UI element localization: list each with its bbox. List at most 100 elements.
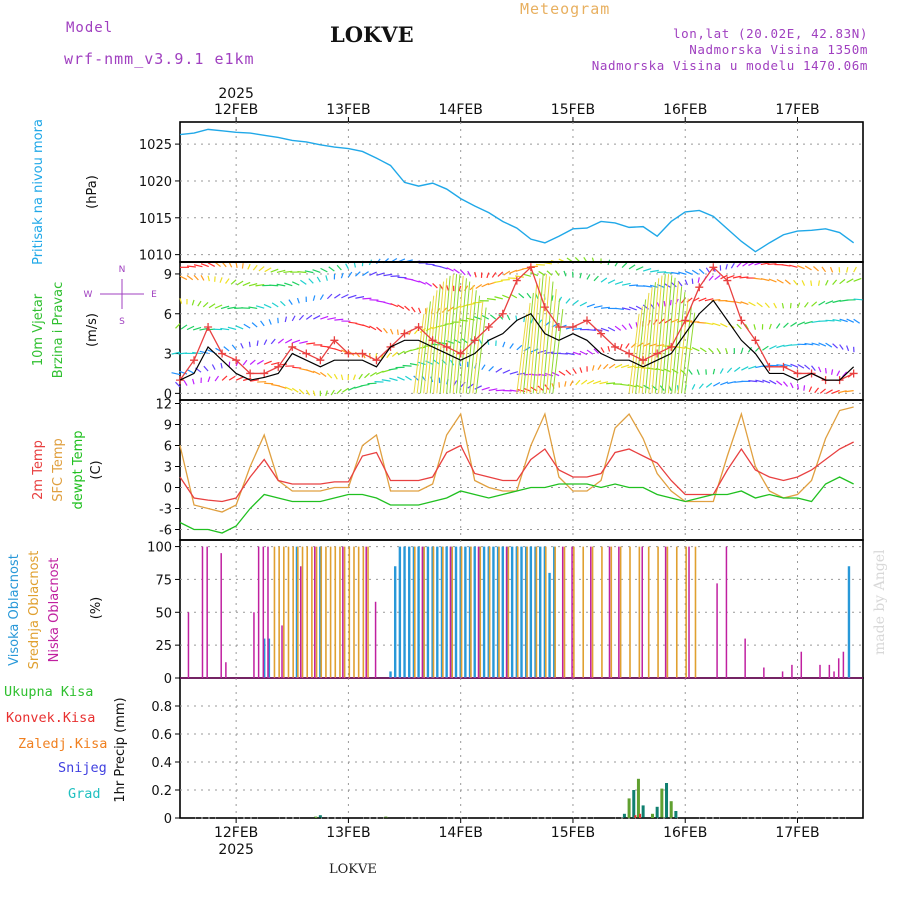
wind-arrow [516, 313, 528, 394]
wind-arrow [650, 269, 659, 273]
wind-arrow [661, 275, 673, 394]
wind-arrow [414, 328, 420, 335]
wind-arrow [649, 284, 659, 289]
wind-arrow [255, 305, 265, 309]
wind-arrow [769, 379, 777, 385]
wind-arrow [538, 270, 546, 276]
wind-arrow [712, 368, 716, 375]
wind-arrow [572, 327, 582, 331]
wind-arrow [704, 322, 714, 326]
y-tick-label: 0.8 [151, 700, 172, 715]
wind-arrow [345, 263, 349, 270]
wind-gust-marker [428, 336, 437, 345]
wind-arrow [664, 277, 676, 394]
wind-arrow [620, 383, 630, 387]
wind-arrow [714, 274, 721, 281]
wind-arrow [474, 385, 482, 390]
wind-arrow [756, 302, 763, 308]
wind-arrow [199, 350, 209, 354]
y-tick-label: 0 [164, 812, 172, 827]
wind-arrow [552, 309, 564, 394]
wind-arrow [445, 340, 454, 344]
wind-arrow [670, 281, 677, 288]
wind-arrow [658, 274, 670, 394]
wind-arrow [284, 338, 293, 344]
wind-gust-marker [456, 349, 465, 358]
wind-arrow [211, 364, 216, 370]
wind-arrow [607, 279, 616, 284]
wind-arrow [186, 369, 195, 374]
wind-arrow [200, 275, 205, 281]
wind-arrow [564, 381, 567, 387]
wind-arrow [580, 379, 588, 385]
lonlat-label: lon,lat (20.02E, 42.83N) [672, 26, 868, 41]
wind-arrow [509, 269, 518, 274]
wind-arrow [280, 300, 286, 307]
wind-arrow [853, 266, 857, 273]
wind-arrow [325, 390, 328, 397]
wind-arrow [481, 364, 486, 371]
wind-gust-marker [260, 369, 269, 378]
wind-arrow [526, 292, 532, 299]
wind-arrow [230, 279, 237, 285]
wind-arrow [268, 319, 272, 325]
wind-arrow [486, 272, 490, 279]
y-tick-label: 0.2 [151, 784, 172, 799]
wind-arrow [620, 364, 630, 369]
wind-arrow [397, 276, 407, 279]
dewpt-title: dewpt Temp [71, 430, 86, 509]
wind-arrow [227, 306, 237, 310]
wind-arrow [671, 286, 683, 394]
wind-arrow [416, 346, 426, 350]
wind-arrow [671, 271, 680, 275]
wind-gust-marker [204, 323, 213, 332]
precip-total-bar [622, 813, 626, 818]
wind-arrow [708, 275, 714, 281]
wind-arrow [376, 272, 385, 276]
pressure-title: Pritisak na nivou mora [31, 119, 46, 265]
wind-arrow [342, 387, 349, 393]
precip-total-bar [318, 815, 322, 818]
wind-arrow [396, 329, 399, 335]
wind-arrow [621, 307, 631, 311]
wind-arrow [292, 339, 301, 344]
wind-arrow [614, 281, 624, 285]
compass-north-label: N [119, 265, 126, 275]
wind-arrow [753, 324, 756, 330]
model-label: Model [66, 20, 114, 36]
wind-arrow [545, 289, 557, 394]
footer-station: LOKVE [329, 862, 377, 877]
wind-arrow [391, 351, 398, 357]
wind-arrow [227, 326, 237, 331]
wind-arrow [600, 277, 608, 283]
wind-arrow [248, 306, 258, 310]
wind-arrow [334, 348, 343, 352]
wind-arrow [276, 283, 286, 287]
wind-arrow [175, 323, 181, 329]
wind-arrow [240, 342, 244, 349]
wind-arrow [207, 376, 211, 383]
wind-arrow [236, 280, 244, 286]
wind-arrow [481, 282, 490, 288]
x-tick-label-top: 17FEB [775, 102, 819, 118]
wind-arrow [439, 265, 448, 270]
wind-arrow [416, 307, 428, 394]
wind-arrow [250, 379, 259, 382]
wind-arrow [783, 322, 789, 328]
wind-arrow [369, 325, 377, 331]
wind-arrow [691, 384, 696, 390]
wind-arrow [475, 307, 487, 394]
wind-arrow [563, 270, 567, 277]
wind-arrow [208, 303, 216, 309]
wind-arrow [249, 359, 256, 365]
wind-arrow [572, 368, 577, 375]
wind-arrow [316, 276, 321, 283]
wind-arrow [442, 274, 454, 394]
wind-arrow [193, 264, 203, 268]
wind-arrow [593, 275, 599, 282]
wind-arrow [638, 292, 650, 394]
wind-gust-marker [681, 316, 690, 325]
wind-arrow [526, 284, 538, 394]
wind-arrow [713, 381, 721, 387]
wind-arrow [397, 376, 405, 381]
